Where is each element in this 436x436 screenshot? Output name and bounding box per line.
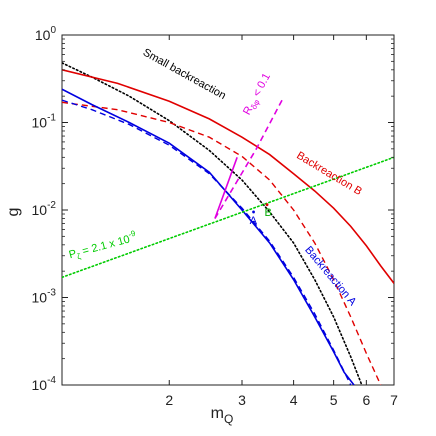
y-tick-exponent: -3 xyxy=(47,288,56,299)
marker-pt_B xyxy=(265,203,269,207)
annotation-pzeta_lbl: Pζ = 2.1 x 10-9 xyxy=(67,229,139,264)
marker-pt_A xyxy=(252,210,255,214)
series-backB xyxy=(62,69,394,284)
axis-ticks: 2 3 4 5 6 7 100 10-1 10-2 10-3 10-4 xyxy=(32,25,399,408)
annotation-subscript: δφ xyxy=(249,98,261,111)
series-rphi xyxy=(214,99,283,219)
x-tick-label: 2 xyxy=(165,392,173,408)
y-tick-exponent: -4 xyxy=(47,375,56,386)
y-tick-exponent: -1 xyxy=(47,113,56,124)
series-pzeta xyxy=(62,156,394,279)
curve-annotations: Small backreaction Rδφ < 0.1 Backreaction … xyxy=(67,47,364,309)
y-tick-label: 10-1 xyxy=(32,113,57,131)
x-tick-label: 6 xyxy=(362,392,370,408)
y-tick-label: 10-2 xyxy=(32,200,57,218)
series-rphi_tick xyxy=(214,157,238,219)
x-axis-title: mQ xyxy=(211,405,234,426)
x-tick-label: 5 xyxy=(330,392,338,408)
annotation-small_lbl: Small backreaction xyxy=(141,47,228,103)
x-tick-label: 4 xyxy=(290,392,298,408)
series-small xyxy=(62,62,363,385)
series-backA_dash xyxy=(62,99,352,385)
x-tick-label: 7 xyxy=(390,392,398,408)
annotation-subscript: ζ xyxy=(76,252,82,262)
y-tick-label: 100 xyxy=(35,25,57,43)
annotation-backB_lbl: Backreaction B xyxy=(294,150,364,198)
y-axis-title: g xyxy=(5,208,22,217)
annotation-B_lbl: B xyxy=(264,207,271,219)
y-tick-label: 10-3 xyxy=(32,288,57,306)
annotation-A_lbl: A xyxy=(250,215,258,227)
annotation-superscript: -9 xyxy=(127,229,137,240)
y-tick-exponent: -2 xyxy=(47,200,56,211)
annotation-backA_lbl: Backreaction A xyxy=(302,244,359,308)
series-backA xyxy=(62,88,355,385)
data-curves xyxy=(62,62,394,385)
annotation-rest: < 0.1 xyxy=(249,71,273,101)
series-backB_dash xyxy=(62,101,382,385)
annotation-rphi_lbl: Rδφ < 0.1 xyxy=(241,71,275,118)
x-tick-label: 3 xyxy=(238,392,246,408)
x-axis-title-sub: Q xyxy=(224,412,233,426)
y-tick-exponent: 0 xyxy=(50,25,56,36)
y-tick-label: 10-4 xyxy=(32,375,57,393)
